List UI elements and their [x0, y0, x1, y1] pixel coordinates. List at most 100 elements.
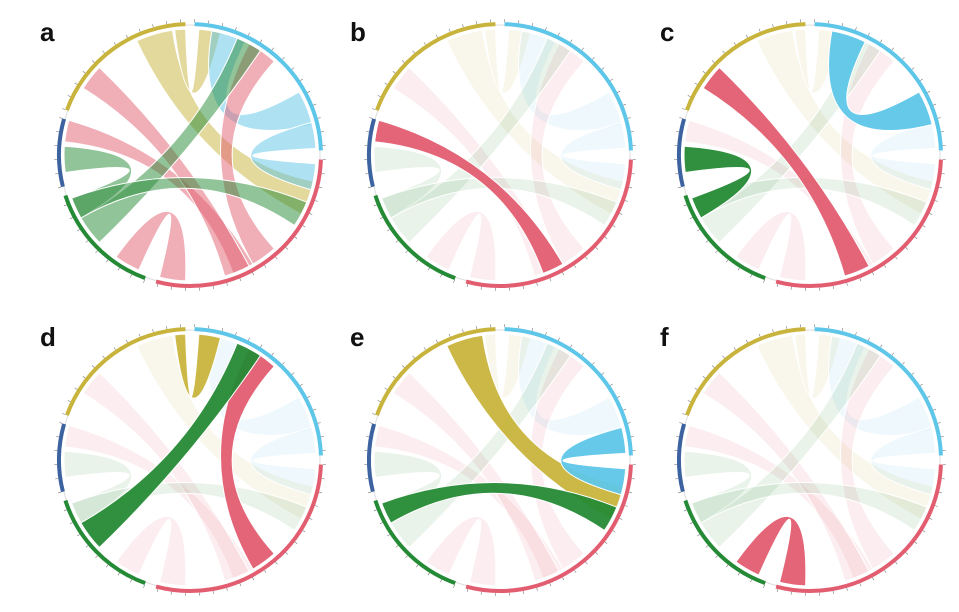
tick [405, 250, 408, 254]
chord-ribbon [518, 30, 623, 132]
tick [937, 422, 941, 424]
tick [737, 572, 740, 576]
tick [726, 259, 729, 263]
tick [570, 344, 573, 348]
tick [750, 274, 752, 278]
tick [440, 579, 442, 583]
tick [392, 71, 396, 74]
tick [905, 552, 909, 555]
tick [722, 50, 725, 54]
tick [617, 395, 621, 398]
chord-ribbon [530, 43, 586, 265]
tick [138, 28, 141, 32]
group-arc [367, 118, 376, 188]
tick [143, 584, 145, 588]
tick [859, 278, 862, 282]
tick [558, 32, 560, 36]
tick [117, 267, 120, 271]
tick [574, 265, 577, 268]
tick [604, 236, 608, 239]
tick [260, 39, 263, 43]
tick [772, 329, 774, 333]
tick [758, 28, 761, 32]
tick [705, 545, 709, 548]
group-arc [465, 464, 633, 593]
tick [57, 491, 62, 494]
tick [570, 39, 573, 43]
tick [302, 225, 306, 228]
group-arc [63, 499, 146, 585]
tick [682, 413, 686, 415]
tick [677, 186, 682, 189]
tick [448, 28, 451, 32]
tick [239, 583, 242, 587]
tick [733, 347, 736, 350]
tick [423, 42, 426, 45]
chord-ribbon [828, 30, 933, 132]
tick [412, 355, 415, 359]
group-arc [63, 194, 146, 280]
tick [536, 587, 538, 591]
chord-panel: b [350, 17, 636, 291]
tick [102, 50, 105, 54]
tick [601, 67, 605, 70]
tick [627, 117, 631, 119]
chord-ribbon [80, 342, 262, 549]
tick [934, 505, 938, 507]
tick [91, 365, 95, 368]
tick [372, 413, 376, 415]
tick [320, 436, 324, 438]
tick [275, 256, 278, 260]
tick [379, 217, 383, 220]
tick [466, 283, 469, 288]
tick [772, 24, 774, 28]
tick [405, 555, 408, 559]
tick [627, 422, 631, 424]
tick [82, 376, 86, 379]
group-arc [375, 327, 496, 416]
group-arc [683, 194, 766, 280]
tick [694, 82, 698, 85]
tick [880, 39, 883, 43]
tick [366, 131, 370, 133]
tick [462, 24, 464, 28]
tick [300, 383, 303, 386]
chord-panel: e [350, 322, 636, 596]
tick [82, 71, 86, 74]
chord-ribbon [115, 210, 187, 282]
tick [318, 186, 323, 189]
chord-ribbon [794, 28, 842, 94]
tick [715, 250, 718, 254]
panel-label: a [40, 17, 55, 47]
tick [884, 265, 887, 268]
tick [379, 522, 383, 525]
tick [927, 395, 931, 398]
tick [423, 347, 426, 350]
tick [549, 583, 552, 587]
tick [702, 376, 706, 379]
tick [933, 103, 937, 106]
tick [872, 272, 875, 276]
tick [239, 278, 242, 282]
tick [318, 491, 323, 494]
tick [113, 42, 116, 45]
tick [117, 572, 120, 576]
chord-ribbon [390, 37, 572, 244]
tick [435, 339, 438, 343]
tick [689, 522, 693, 525]
tick [395, 545, 399, 548]
tick [252, 577, 255, 581]
tick [868, 32, 870, 36]
tick [595, 247, 599, 250]
tick [929, 213, 933, 215]
chord-ribbon [870, 426, 937, 496]
tick [880, 344, 883, 348]
tick [745, 339, 748, 343]
panel-label: c [660, 17, 674, 47]
tick [85, 240, 89, 243]
group-arc [685, 22, 806, 111]
tick [264, 570, 267, 573]
tick [152, 24, 154, 28]
panel-label: f [660, 322, 669, 352]
tick [872, 577, 875, 581]
